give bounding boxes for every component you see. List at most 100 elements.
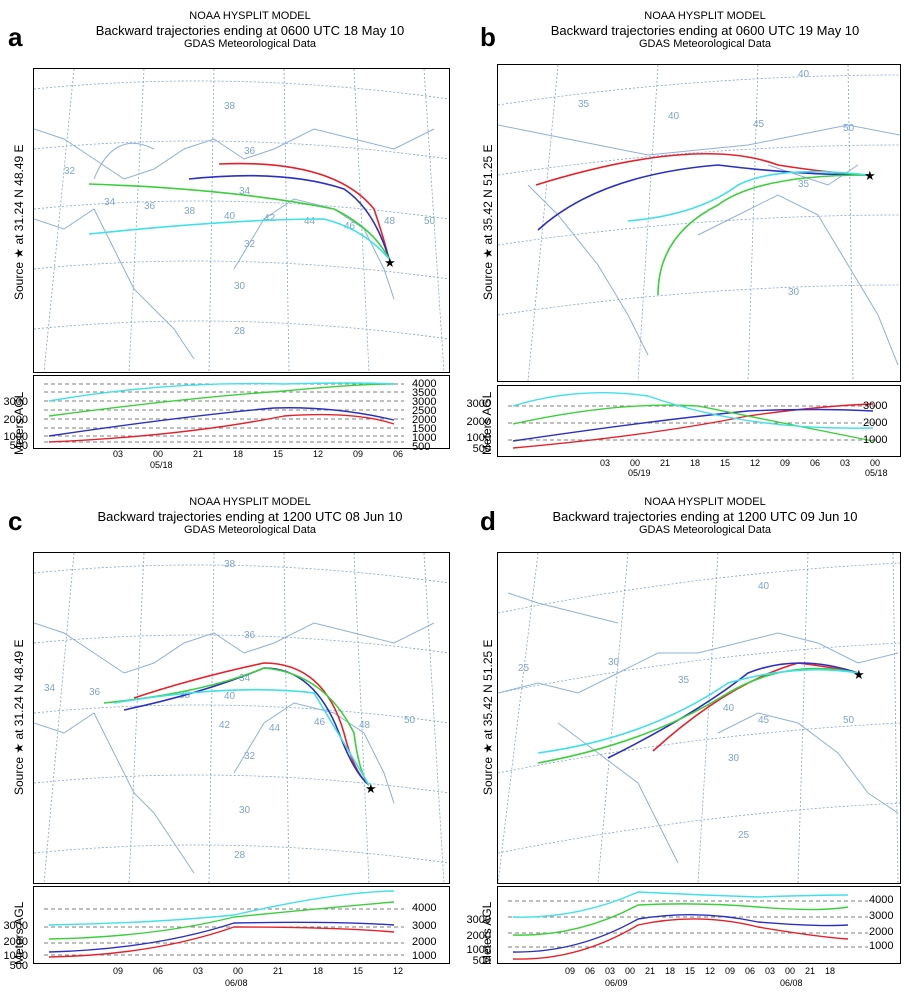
altitude-gridlines: [508, 900, 868, 948]
time-tick: 12: [750, 458, 761, 468]
time-tick: 15: [353, 966, 364, 976]
map-svg: 40 25 30 35 40 45 50 30 25 ★: [498, 553, 900, 883]
svg-text:40: 40: [668, 111, 680, 122]
altitude-gridlines: [508, 405, 878, 441]
svg-text:42: 42: [219, 720, 231, 731]
date-label: 06/09: [605, 978, 628, 988]
time-tick: 21: [273, 966, 284, 976]
lat-lon-grid: [498, 553, 900, 883]
svg-text:34: 34: [239, 673, 251, 684]
time-tick: 06: [585, 966, 596, 976]
time-tick: 03: [600, 458, 611, 468]
source-star-icon: ★: [384, 255, 396, 270]
alt-tick-right: 500: [412, 441, 431, 453]
alt-tick-left: 2000: [3, 414, 28, 426]
svg-text:38: 38: [224, 559, 236, 570]
svg-text:30: 30: [788, 287, 800, 298]
alt-tick-left: 2000: [3, 936, 28, 948]
trajectories: [535, 152, 869, 296]
source-label: Source ★ at 35.42 N 51.25 E: [481, 639, 495, 795]
time-tick: 00: [625, 966, 636, 976]
model-name: NOAA HYSPLIT MODEL: [644, 10, 766, 22]
trajectory-title: Backward trajectories ending at 0600 UTC…: [95, 23, 405, 38]
panel-label: c: [8, 506, 23, 536]
svg-text:36: 36: [244, 630, 256, 641]
map-labels: 40 25 30 35 40 45 50 30 25: [518, 581, 855, 841]
time-tick: 00: [233, 966, 244, 976]
source-label: Source ★ at 31.24 N 48.49 E: [12, 639, 26, 795]
alt-tick-left: 1000: [3, 950, 28, 962]
date-label: 06/08: [225, 978, 248, 988]
time-tick: 00: [153, 449, 164, 459]
trajectory-title: Backward trajectories ending at 0600 UTC…: [550, 23, 860, 38]
time-tick: 21: [193, 449, 204, 459]
alt-tick-right: 3000: [412, 396, 437, 408]
time-tick: 03: [840, 458, 851, 468]
alt-tick-left: 500: [9, 960, 28, 972]
svg-text:48: 48: [359, 720, 371, 731]
svg-text:30: 30: [239, 805, 251, 816]
altitude-lines: [512, 891, 849, 960]
svg-text:50: 50: [404, 715, 416, 726]
alt-tick-left: 500: [472, 443, 491, 455]
lat-lon-grid: [498, 65, 900, 381]
altitude-gridlines: [44, 908, 404, 956]
altitude-profile: [33, 886, 450, 964]
svg-text:40: 40: [224, 691, 236, 702]
alt-tick-right: 2000: [412, 414, 437, 426]
coastlines: [498, 124, 900, 366]
alt-tick-left: 500: [472, 955, 491, 967]
alt-tick-right: 4000: [869, 894, 894, 906]
time-tick: 09: [565, 966, 576, 976]
svg-text:35: 35: [678, 675, 690, 686]
time-tick: 18: [825, 966, 836, 976]
alt-tick-left: 2000: [466, 416, 491, 428]
map-labels: 38 36 34 32 34 36 38 40 42 44 46 48 50 32 30 28: [64, 101, 436, 337]
date-label: 05/18: [150, 460, 173, 470]
data-source: GDAS Meteorological Data: [638, 38, 772, 50]
time-tick: 09: [725, 966, 736, 976]
lat-lon-grid: [34, 69, 449, 372]
panel-a: a NOAA HYSPLIT MODEL Backward trajectori…: [0, 0, 455, 490]
svg-text:40: 40: [758, 581, 770, 592]
trajectory-map: 40 35 40 45 50 35 30 ★: [497, 64, 901, 382]
trajectory-map: 38 36 34 34 36 38 40 42 44 46 48 50 32 30 28 ★: [33, 552, 450, 884]
panel-header: NOAA HYSPLIT MODEL Backward trajectories…: [505, 496, 905, 537]
source-star-icon: ★: [365, 781, 377, 796]
alt-tick-right: 1500: [412, 423, 437, 435]
lat-lon-grid: [34, 553, 449, 883]
svg-text:36: 36: [244, 146, 256, 157]
time-tick: 18: [665, 966, 676, 976]
time-tick: 03: [193, 966, 204, 976]
alt-tick-right: 1000: [412, 950, 437, 962]
time-tick: 21: [645, 966, 656, 976]
time-tick: 00: [785, 966, 796, 976]
panel-label: a: [8, 22, 23, 52]
trajectory-map: 38 36 34 32 34 36 38 40 42 44 46 48 50 32 30 28 ★: [33, 68, 450, 373]
alt-tick-right: 3000: [863, 400, 888, 412]
model-name: NOAA HYSPLIT MODEL: [644, 496, 766, 508]
alt-tick-right: 2000: [863, 417, 888, 429]
svg-text:45: 45: [758, 715, 770, 726]
svg-text:50: 50: [424, 216, 436, 227]
svg-text:34: 34: [239, 186, 251, 197]
svg-text:40: 40: [224, 211, 236, 222]
alt-tick-right: 3000: [869, 910, 894, 922]
source-star-icon: ★: [853, 667, 865, 682]
panel-c: c NOAA HYSPLIT MODEL Backward trajectori…: [0, 490, 455, 994]
svg-text:28: 28: [234, 850, 246, 861]
panel-header: NOAA HYSPLIT MODEL Backward trajectories…: [40, 496, 460, 537]
svg-text:40: 40: [798, 69, 810, 80]
svg-text:28: 28: [234, 326, 246, 337]
time-tick: 00: [870, 458, 881, 468]
time-tick: 18: [313, 966, 324, 976]
svg-text:50: 50: [843, 715, 855, 726]
altitude-lines: [48, 890, 395, 958]
time-tick: 03: [605, 966, 616, 976]
alt-tick-right: 2000: [412, 936, 437, 948]
trajectory-title: Backward trajectories ending at 1200 UTC…: [97, 509, 403, 524]
time-tick: 06: [393, 449, 404, 459]
svg-text:30: 30: [728, 753, 740, 764]
